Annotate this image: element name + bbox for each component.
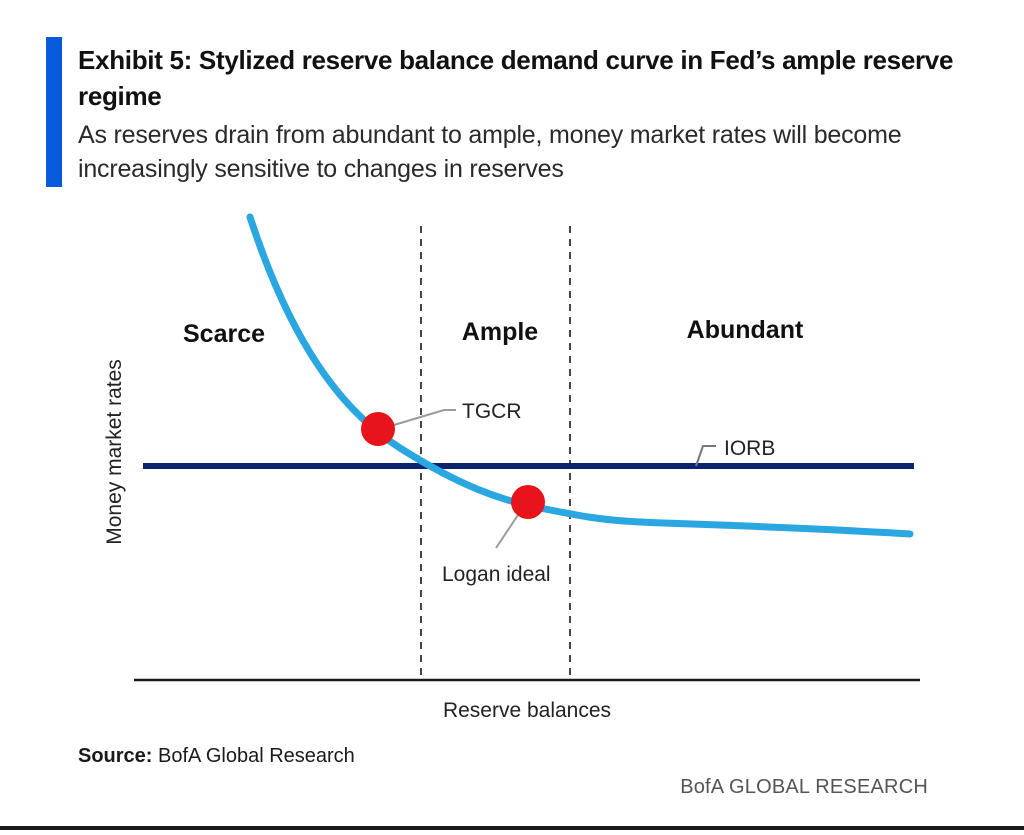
logan-ideal-label: Logan ideal	[442, 563, 551, 586]
demand-curve	[246, 213, 914, 538]
region-label-scarce: Scarce	[183, 320, 265, 348]
region-label-ample: Ample	[462, 318, 539, 346]
source-note: Source: BofA Global Research	[78, 745, 355, 768]
source-label: Source:	[78, 745, 153, 767]
iorb-label: IORB	[724, 437, 775, 460]
region-label-abundant: Abundant	[687, 316, 804, 344]
iorb-leader-line	[695, 445, 716, 467]
header: Exhibit 5: Stylized reserve balance dema…	[78, 42, 978, 186]
accent-bar	[46, 37, 62, 187]
tgcr-point	[361, 412, 395, 446]
chart-subtitle: As reserves drain from abundant to ample…	[78, 121, 902, 183]
tgcr-label: TGCR	[462, 400, 522, 423]
brand-footer: BofA GLOBAL RESEARCH	[680, 776, 928, 798]
chart-title: Exhibit 5: Stylized reserve balance dema…	[78, 45, 954, 111]
bottom-rule	[0, 826, 1024, 830]
y-axis-label: Money market rates	[103, 359, 126, 545]
x-axis-label: Reserve balances	[443, 699, 611, 722]
logan-ideal-point	[511, 485, 545, 519]
source-text: BofA Global Research	[158, 745, 355, 767]
